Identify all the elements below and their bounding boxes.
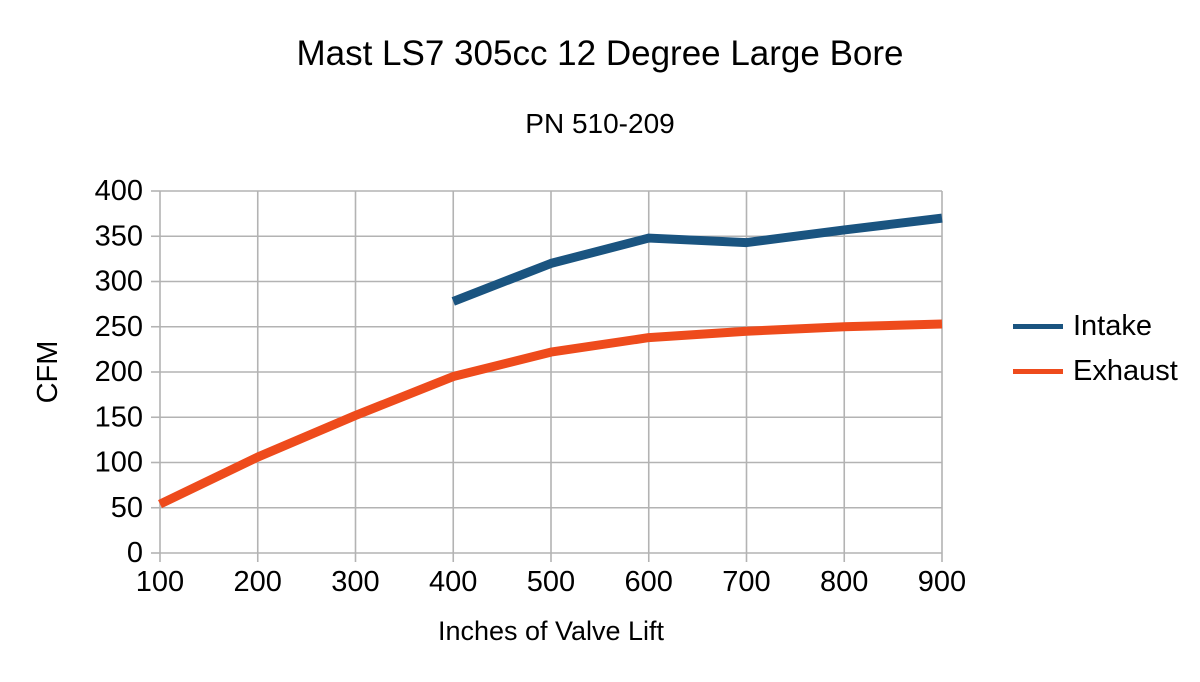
x-tick-label: 200 [234,566,282,598]
y-tick-label: 250 [95,311,143,343]
x-tick-label: 100 [136,566,184,598]
x-tick-label: 400 [429,566,477,598]
y-tick-label: 300 [95,266,143,298]
intake-line-swatch [1013,324,1063,329]
x-tick-label: 300 [331,566,379,598]
y-tick-label: 200 [95,356,143,388]
legend: Intake Exhaust [1013,310,1178,388]
x-tick-label: 800 [820,566,868,598]
x-tick-label: 500 [527,566,575,598]
y-tick-label: 150 [95,401,143,433]
x-tick-label: 900 [918,566,966,598]
chart-subtitle: PN 510-209 [525,108,675,139]
x-tick-label: 600 [625,566,673,598]
legend-label-intake: Intake [1073,310,1152,342]
y-tick-label: 0 [127,537,143,569]
legend-item-exhaust: Exhaust [1013,355,1178,388]
intake-line [451,213,943,306]
x-tick-label: 700 [722,566,770,598]
chart-title: Mast LS7 305cc 12 Degree Large Bore [296,34,904,73]
legend-item-intake: Intake [1013,310,1178,343]
legend-label-exhaust: Exhaust [1073,355,1178,387]
y-tick-label: 400 [95,175,143,207]
y-tick-label: 50 [111,492,143,524]
exhaust-line [158,319,943,509]
y-tick-label: 100 [95,447,143,479]
x-axis-title: Inches of Valve Lift [438,616,665,646]
y-axis-title: CFM [32,341,64,404]
y-tick-label: 350 [95,220,143,252]
exhaust-line-swatch [1013,369,1063,374]
